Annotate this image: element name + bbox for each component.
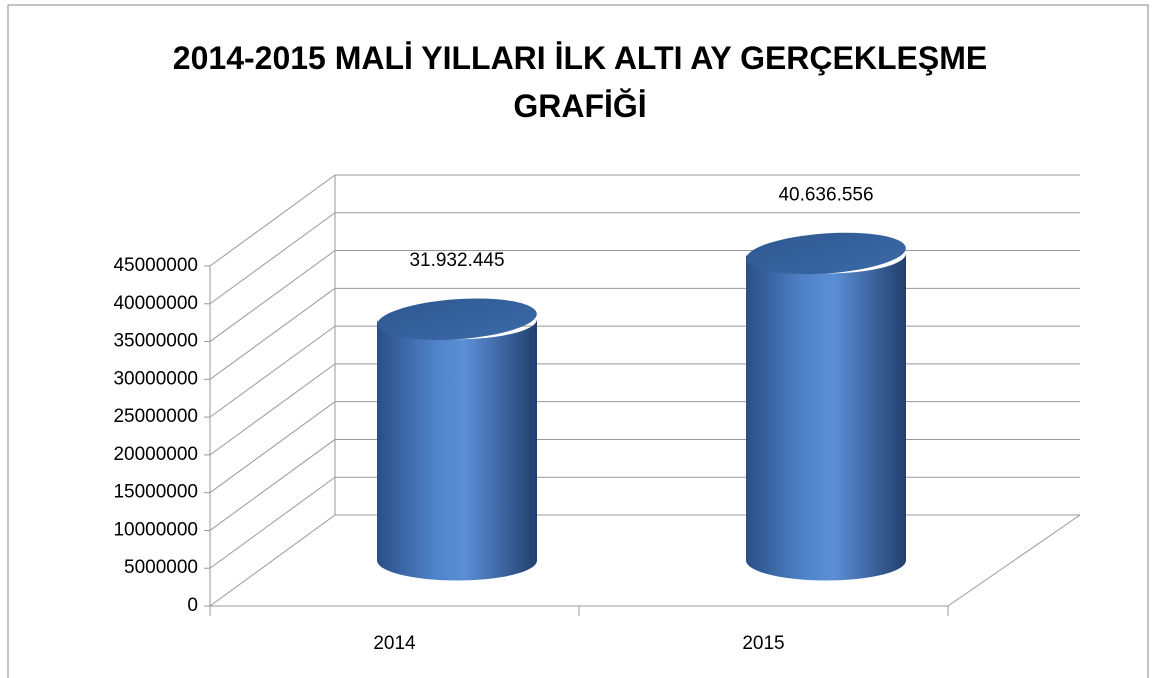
cylinder-body <box>746 253 906 581</box>
grid-line <box>209 514 336 607</box>
y-tick-label: 15000000 <box>113 482 198 503</box>
grid-line <box>209 174 336 267</box>
grid-line <box>209 325 336 418</box>
chart-title: 2014-2015 MALİ YILLARI İLK ALTI AY GERÇE… <box>172 40 988 124</box>
y-tick-label: 0 <box>187 595 198 616</box>
grid-line <box>209 250 336 342</box>
y-tick-label: 30000000 <box>113 368 198 389</box>
grid-line <box>209 363 336 456</box>
y-tick-label: 5000000 <box>124 557 198 578</box>
x-tick-label: 2014 <box>373 633 416 654</box>
cylinder-top <box>377 298 537 340</box>
floor-edge <box>947 514 1081 607</box>
cylinder-body <box>377 319 537 581</box>
value-label: 40.636.556 <box>778 184 873 205</box>
y-tick-label: 40000000 <box>113 293 198 314</box>
x-tick-label: 2015 <box>742 633 784 654</box>
grid-line <box>209 287 336 380</box>
cylinder-top <box>746 232 906 275</box>
y-tick-label: 35000000 <box>113 331 198 352</box>
y-tick-label: 10000000 <box>113 519 198 540</box>
y-tick-label: 20000000 <box>113 444 198 465</box>
grid-line <box>209 476 336 569</box>
value-label: 31.932.445 <box>409 250 504 271</box>
y-tick-label: 45000000 <box>113 255 198 276</box>
grid-line <box>209 212 336 305</box>
chart-border <box>7 4 1149 678</box>
grid-line <box>209 439 336 531</box>
grid-line <box>209 401 336 494</box>
y-tick-label: 25000000 <box>113 406 198 427</box>
